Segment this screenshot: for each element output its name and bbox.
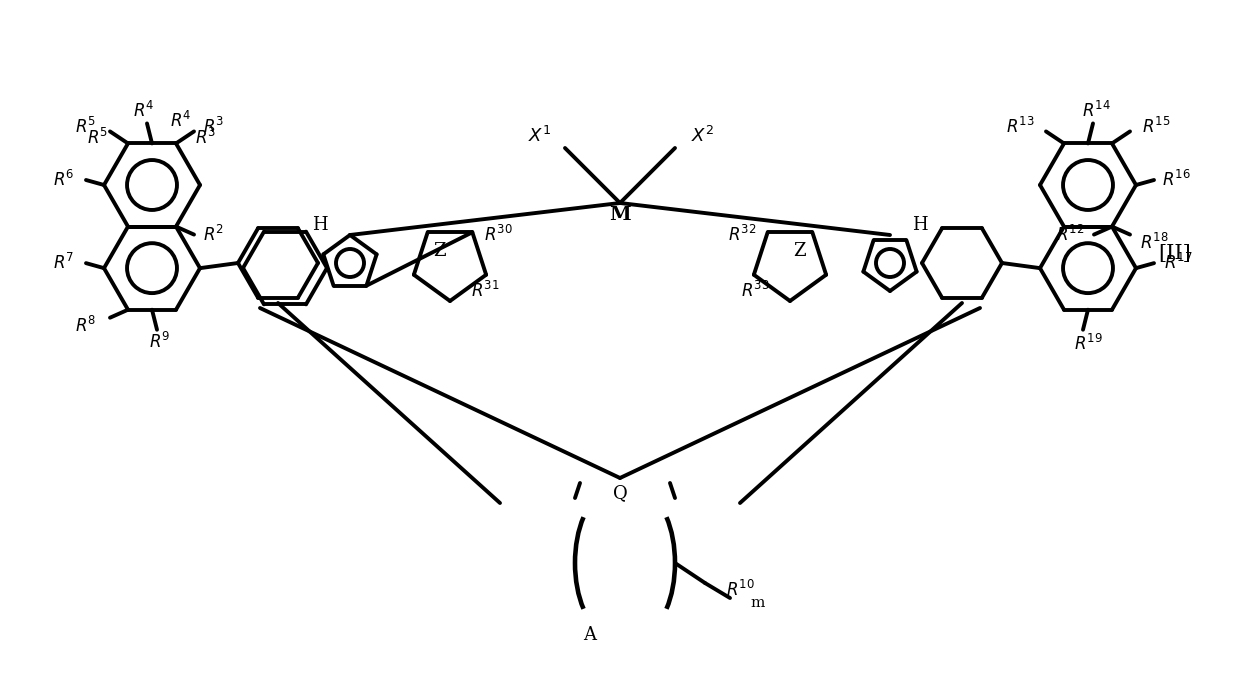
Text: $R^{15}$: $R^{15}$: [1142, 117, 1171, 137]
Text: Z: Z: [434, 242, 446, 260]
Text: [II]: [II]: [1158, 243, 1192, 263]
Text: Z: Z: [794, 242, 806, 260]
Text: $R^4$: $R^4$: [133, 101, 155, 121]
Text: $R^5$: $R^5$: [88, 128, 109, 148]
Text: $R^3$: $R^3$: [196, 128, 217, 148]
Text: H: H: [913, 216, 928, 234]
Text: $R^7$: $R^7$: [53, 253, 74, 273]
Text: H: H: [312, 216, 327, 234]
Text: $R^{12}$: $R^{12}$: [1055, 225, 1084, 245]
Text: $R^{33}$: $R^{33}$: [740, 281, 769, 301]
Text: $R^6$: $R^6$: [53, 170, 74, 190]
Text: m: m: [750, 596, 765, 610]
Text: $R^{30}$: $R^{30}$: [484, 225, 512, 245]
Text: $R^8$: $R^8$: [76, 315, 97, 335]
Text: M: M: [609, 206, 631, 224]
Text: $X^1$: $X^1$: [528, 126, 552, 146]
Text: $R^{16}$: $R^{16}$: [1162, 170, 1190, 190]
Text: $X^2$: $X^2$: [692, 126, 714, 146]
Text: $R^2$: $R^2$: [203, 225, 224, 245]
Text: $R^3$: $R^3$: [203, 117, 224, 137]
Text: $R^{18}$: $R^{18}$: [1140, 233, 1168, 253]
Text: $R^5$: $R^5$: [76, 117, 97, 137]
Text: Q: Q: [613, 484, 627, 502]
Text: $R^{17}$: $R^{17}$: [1163, 253, 1193, 273]
Text: $R^9$: $R^9$: [149, 332, 171, 352]
Text: $R^{32}$: $R^{32}$: [728, 225, 756, 245]
Text: A: A: [584, 626, 596, 644]
Text: $R^{19}$: $R^{19}$: [1074, 333, 1102, 353]
Text: $R^{13}$: $R^{13}$: [1006, 117, 1034, 137]
Text: $R^{10}$: $R^{10}$: [725, 580, 754, 600]
Text: $R^{14}$: $R^{14}$: [1081, 101, 1111, 121]
Text: $R^{31}$: $R^{31}$: [471, 281, 500, 301]
Text: $R^4$: $R^4$: [170, 112, 192, 132]
